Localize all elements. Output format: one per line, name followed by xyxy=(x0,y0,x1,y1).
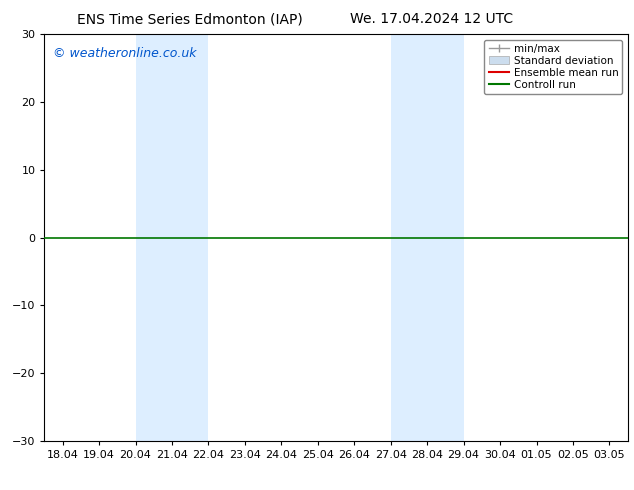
Legend: min/max, Standard deviation, Ensemble mean run, Controll run: min/max, Standard deviation, Ensemble me… xyxy=(484,40,623,94)
Text: ENS Time Series Edmonton (IAP): ENS Time Series Edmonton (IAP) xyxy=(77,12,303,26)
Bar xyxy=(391,34,463,441)
Bar xyxy=(136,34,209,441)
Text: We. 17.04.2024 12 UTC: We. 17.04.2024 12 UTC xyxy=(349,12,513,26)
Text: © weatheronline.co.uk: © weatheronline.co.uk xyxy=(53,47,197,59)
